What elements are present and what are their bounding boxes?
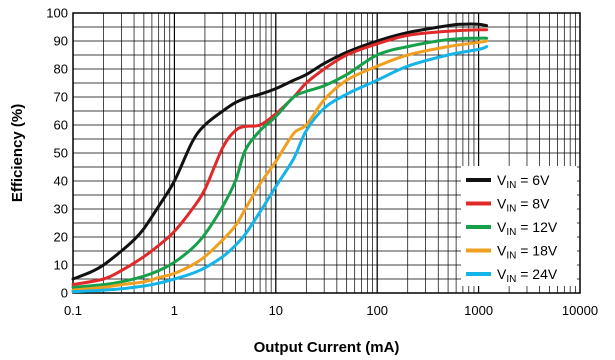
legend: VIN = 6V VIN = 8V VIN = 12V VIN = 18V VIN = … [461,166,577,286]
legend-label: VIN = 6V [497,172,550,191]
y-tick-label: 100 [46,6,68,21]
y-tick-label: 70 [54,90,68,105]
y-tick-label: 10 [54,258,68,273]
y-tick-label: 30 [54,202,68,217]
legend-label: VIN = 12V [497,219,558,238]
series-line-3 [71,39,489,292]
series-lines [71,22,489,294]
x-tick-label: 10000 [562,303,598,318]
x-tick-label: 100 [366,303,388,318]
x-tick-label: 0.1 [64,303,82,318]
x-tick-labels: 0.1 1 10 100 1000 10000 [64,303,598,318]
x-tick-label: 10 [269,303,283,318]
y-tick-label: 40 [54,174,68,189]
series-line-0 [71,22,489,281]
x-tick-label: 1 [171,303,178,318]
series-line-2 [71,36,489,289]
y-tick-label: 0 [61,286,68,301]
y-axis-title: Efficiency (%) [9,104,26,202]
x-axis-title: Output Current (mA) [254,339,400,356]
y-tick-label: 50 [54,146,68,161]
series-line-4 [71,45,489,294]
y-tick-label: 80 [54,62,68,77]
legend-label: VIN = 24V [497,266,558,285]
grid [72,12,581,294]
y-tick-labels: 0 10 20 30 40 50 60 70 80 90 100 [46,6,68,301]
legend-label: VIN = 18V [497,243,558,262]
plot-frame [72,12,581,294]
y-tick-label: 90 [54,34,68,49]
y-tick-label: 20 [54,230,68,245]
legend-label: VIN = 8V [497,196,550,215]
series-line-1 [71,28,489,287]
y-tick-label: 60 [54,118,68,133]
x-tick-label: 1000 [464,303,493,318]
